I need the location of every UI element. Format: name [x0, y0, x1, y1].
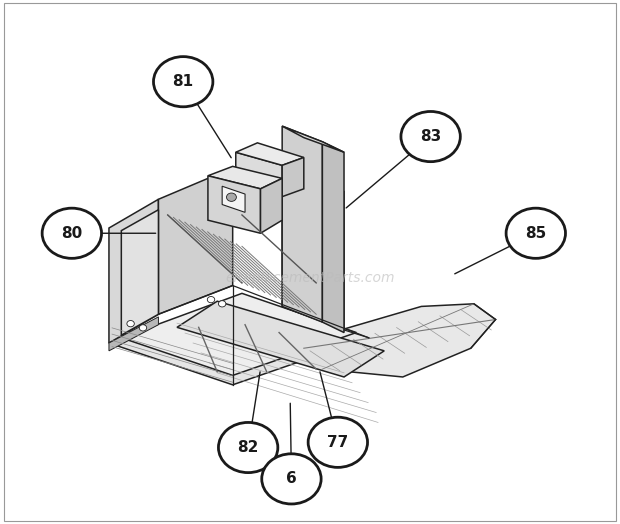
Text: 81: 81	[172, 74, 193, 89]
Text: 77: 77	[327, 435, 348, 450]
Circle shape	[218, 301, 226, 307]
Polygon shape	[222, 186, 245, 212]
Text: 82: 82	[237, 440, 259, 455]
Circle shape	[308, 417, 368, 467]
Polygon shape	[282, 168, 344, 330]
Text: eReplacementParts.com: eReplacementParts.com	[225, 271, 395, 285]
Text: 85: 85	[525, 226, 546, 241]
Circle shape	[401, 112, 460, 162]
Polygon shape	[122, 293, 356, 375]
Text: 6: 6	[286, 472, 297, 486]
Circle shape	[127, 321, 135, 327]
Polygon shape	[282, 126, 322, 322]
Polygon shape	[159, 168, 232, 314]
Polygon shape	[322, 142, 344, 333]
Polygon shape	[282, 158, 304, 196]
Text: 83: 83	[420, 129, 441, 144]
Polygon shape	[109, 317, 159, 351]
Text: 80: 80	[61, 226, 82, 241]
Circle shape	[218, 422, 278, 473]
Circle shape	[207, 297, 215, 303]
Polygon shape	[177, 301, 384, 377]
Circle shape	[42, 208, 102, 258]
Polygon shape	[122, 210, 159, 335]
Polygon shape	[208, 176, 260, 233]
Polygon shape	[236, 143, 304, 165]
Polygon shape	[282, 126, 344, 152]
Circle shape	[226, 193, 236, 201]
Polygon shape	[208, 166, 282, 189]
Circle shape	[140, 325, 147, 331]
Polygon shape	[109, 199, 159, 343]
Circle shape	[154, 57, 213, 107]
Circle shape	[262, 454, 321, 504]
Polygon shape	[109, 296, 369, 385]
Polygon shape	[236, 152, 282, 196]
Polygon shape	[304, 304, 495, 377]
Circle shape	[506, 208, 565, 258]
Polygon shape	[260, 178, 282, 233]
